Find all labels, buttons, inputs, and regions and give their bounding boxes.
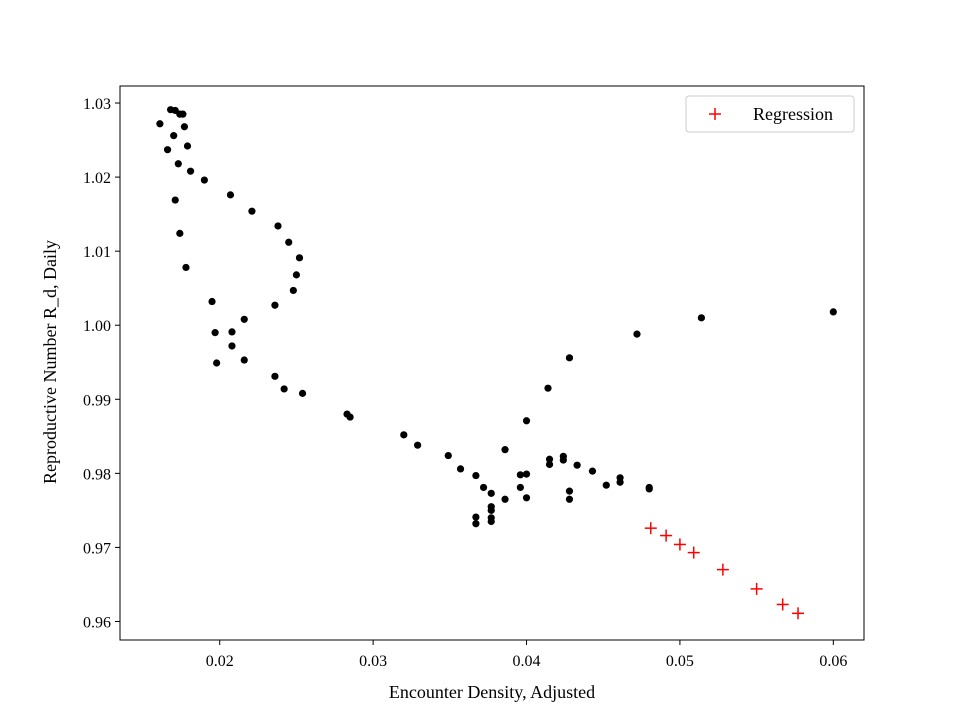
data-point — [213, 359, 221, 367]
x-tick-label: 0.03 — [359, 653, 387, 670]
data-point — [295, 254, 304, 262]
y-tick-label: 0.97 — [83, 540, 111, 557]
data-point — [400, 431, 408, 439]
x-tick-label: 0.05 — [666, 653, 694, 670]
data-point — [248, 207, 256, 215]
y-axis-label: Reproductive Number R_d, Daily — [40, 240, 60, 484]
data-point — [163, 146, 172, 154]
data-point — [176, 229, 184, 237]
regression-point — [644, 522, 657, 535]
x-tick-label: 0.06 — [819, 653, 847, 670]
y-tick-label: 1.01 — [83, 244, 111, 261]
data-point — [516, 483, 524, 492]
data-point — [174, 160, 182, 168]
y-tick-label: 0.96 — [83, 614, 111, 631]
data-point — [170, 132, 178, 140]
y-tick-label: 0.99 — [83, 392, 111, 409]
data-point — [565, 354, 574, 362]
legend: Regression — [685, 95, 855, 133]
data-point — [487, 506, 495, 514]
data-point — [271, 372, 279, 380]
data-point — [522, 494, 531, 502]
data-point — [211, 329, 219, 337]
data-point — [183, 142, 192, 150]
data-point — [444, 451, 452, 460]
data-point — [573, 461, 581, 469]
regression-point — [687, 546, 700, 559]
y-tick-label: 1.02 — [83, 170, 111, 187]
data-point — [156, 120, 164, 128]
data-point — [292, 271, 301, 279]
data-point — [180, 123, 189, 131]
axes: 0.02 0.03 0.04 0.05 0.06 0.96 0.97 0.98 0.99 1.00… — [83, 85, 865, 670]
regression-point — [776, 598, 789, 611]
x-axis-label: Encounter Density, Adjusted — [389, 682, 595, 702]
data-point — [588, 467, 597, 475]
legend-marker-plus — [709, 108, 721, 120]
data-point — [414, 441, 422, 449]
regression-point — [716, 563, 729, 576]
data-point — [522, 417, 531, 425]
data-point — [544, 384, 552, 392]
data-point — [645, 485, 653, 493]
y-tick-label: 1.03 — [83, 96, 111, 113]
data-point — [456, 465, 465, 473]
data-point — [516, 471, 524, 479]
legend-box — [685, 95, 855, 133]
data-point — [280, 385, 288, 393]
regression-point — [660, 529, 673, 542]
data-point — [179, 110, 187, 118]
data-point — [545, 455, 554, 463]
data-point — [501, 495, 509, 503]
data-point — [240, 356, 248, 364]
data-point — [487, 489, 495, 497]
data-point — [208, 297, 216, 306]
data-point — [472, 471, 480, 480]
legend-marker-regression — [709, 108, 721, 120]
data-point — [228, 328, 236, 336]
data-point — [501, 446, 509, 454]
data-point — [171, 196, 179, 204]
plot-frame — [119, 85, 865, 641]
data-point — [602, 481, 610, 489]
regression-point — [792, 607, 805, 620]
data-point — [289, 286, 297, 295]
data-point — [274, 222, 282, 230]
y-tick-label: 1.00 — [83, 318, 111, 335]
data-point — [472, 520, 480, 528]
x-tick-label: 0.04 — [513, 653, 541, 670]
data-point — [200, 176, 208, 184]
data-point — [182, 263, 190, 272]
legend-label-regression: Regression — [753, 104, 833, 124]
data-point — [186, 167, 195, 175]
data-point — [298, 389, 307, 397]
data-point — [565, 495, 574, 503]
data-point — [472, 513, 480, 521]
data-point — [545, 460, 554, 469]
data-point — [346, 413, 354, 421]
data-point — [271, 301, 279, 309]
data-point — [565, 487, 574, 495]
data-marks — [156, 106, 837, 620]
data-point — [226, 191, 235, 199]
data-point — [633, 330, 641, 338]
y-tick-label: 0.98 — [83, 466, 111, 483]
data-point — [522, 470, 531, 478]
data-point — [697, 314, 705, 322]
regression-point — [673, 538, 686, 551]
data-point — [285, 238, 293, 246]
data-point — [487, 517, 495, 526]
data-point — [559, 456, 567, 464]
x-tick-label: 0.02 — [206, 653, 234, 670]
data-point — [616, 478, 624, 486]
data-point — [228, 342, 236, 350]
regression-point — [750, 582, 763, 595]
data-point — [240, 315, 248, 323]
data-point — [829, 308, 837, 316]
data-point — [479, 483, 488, 492]
